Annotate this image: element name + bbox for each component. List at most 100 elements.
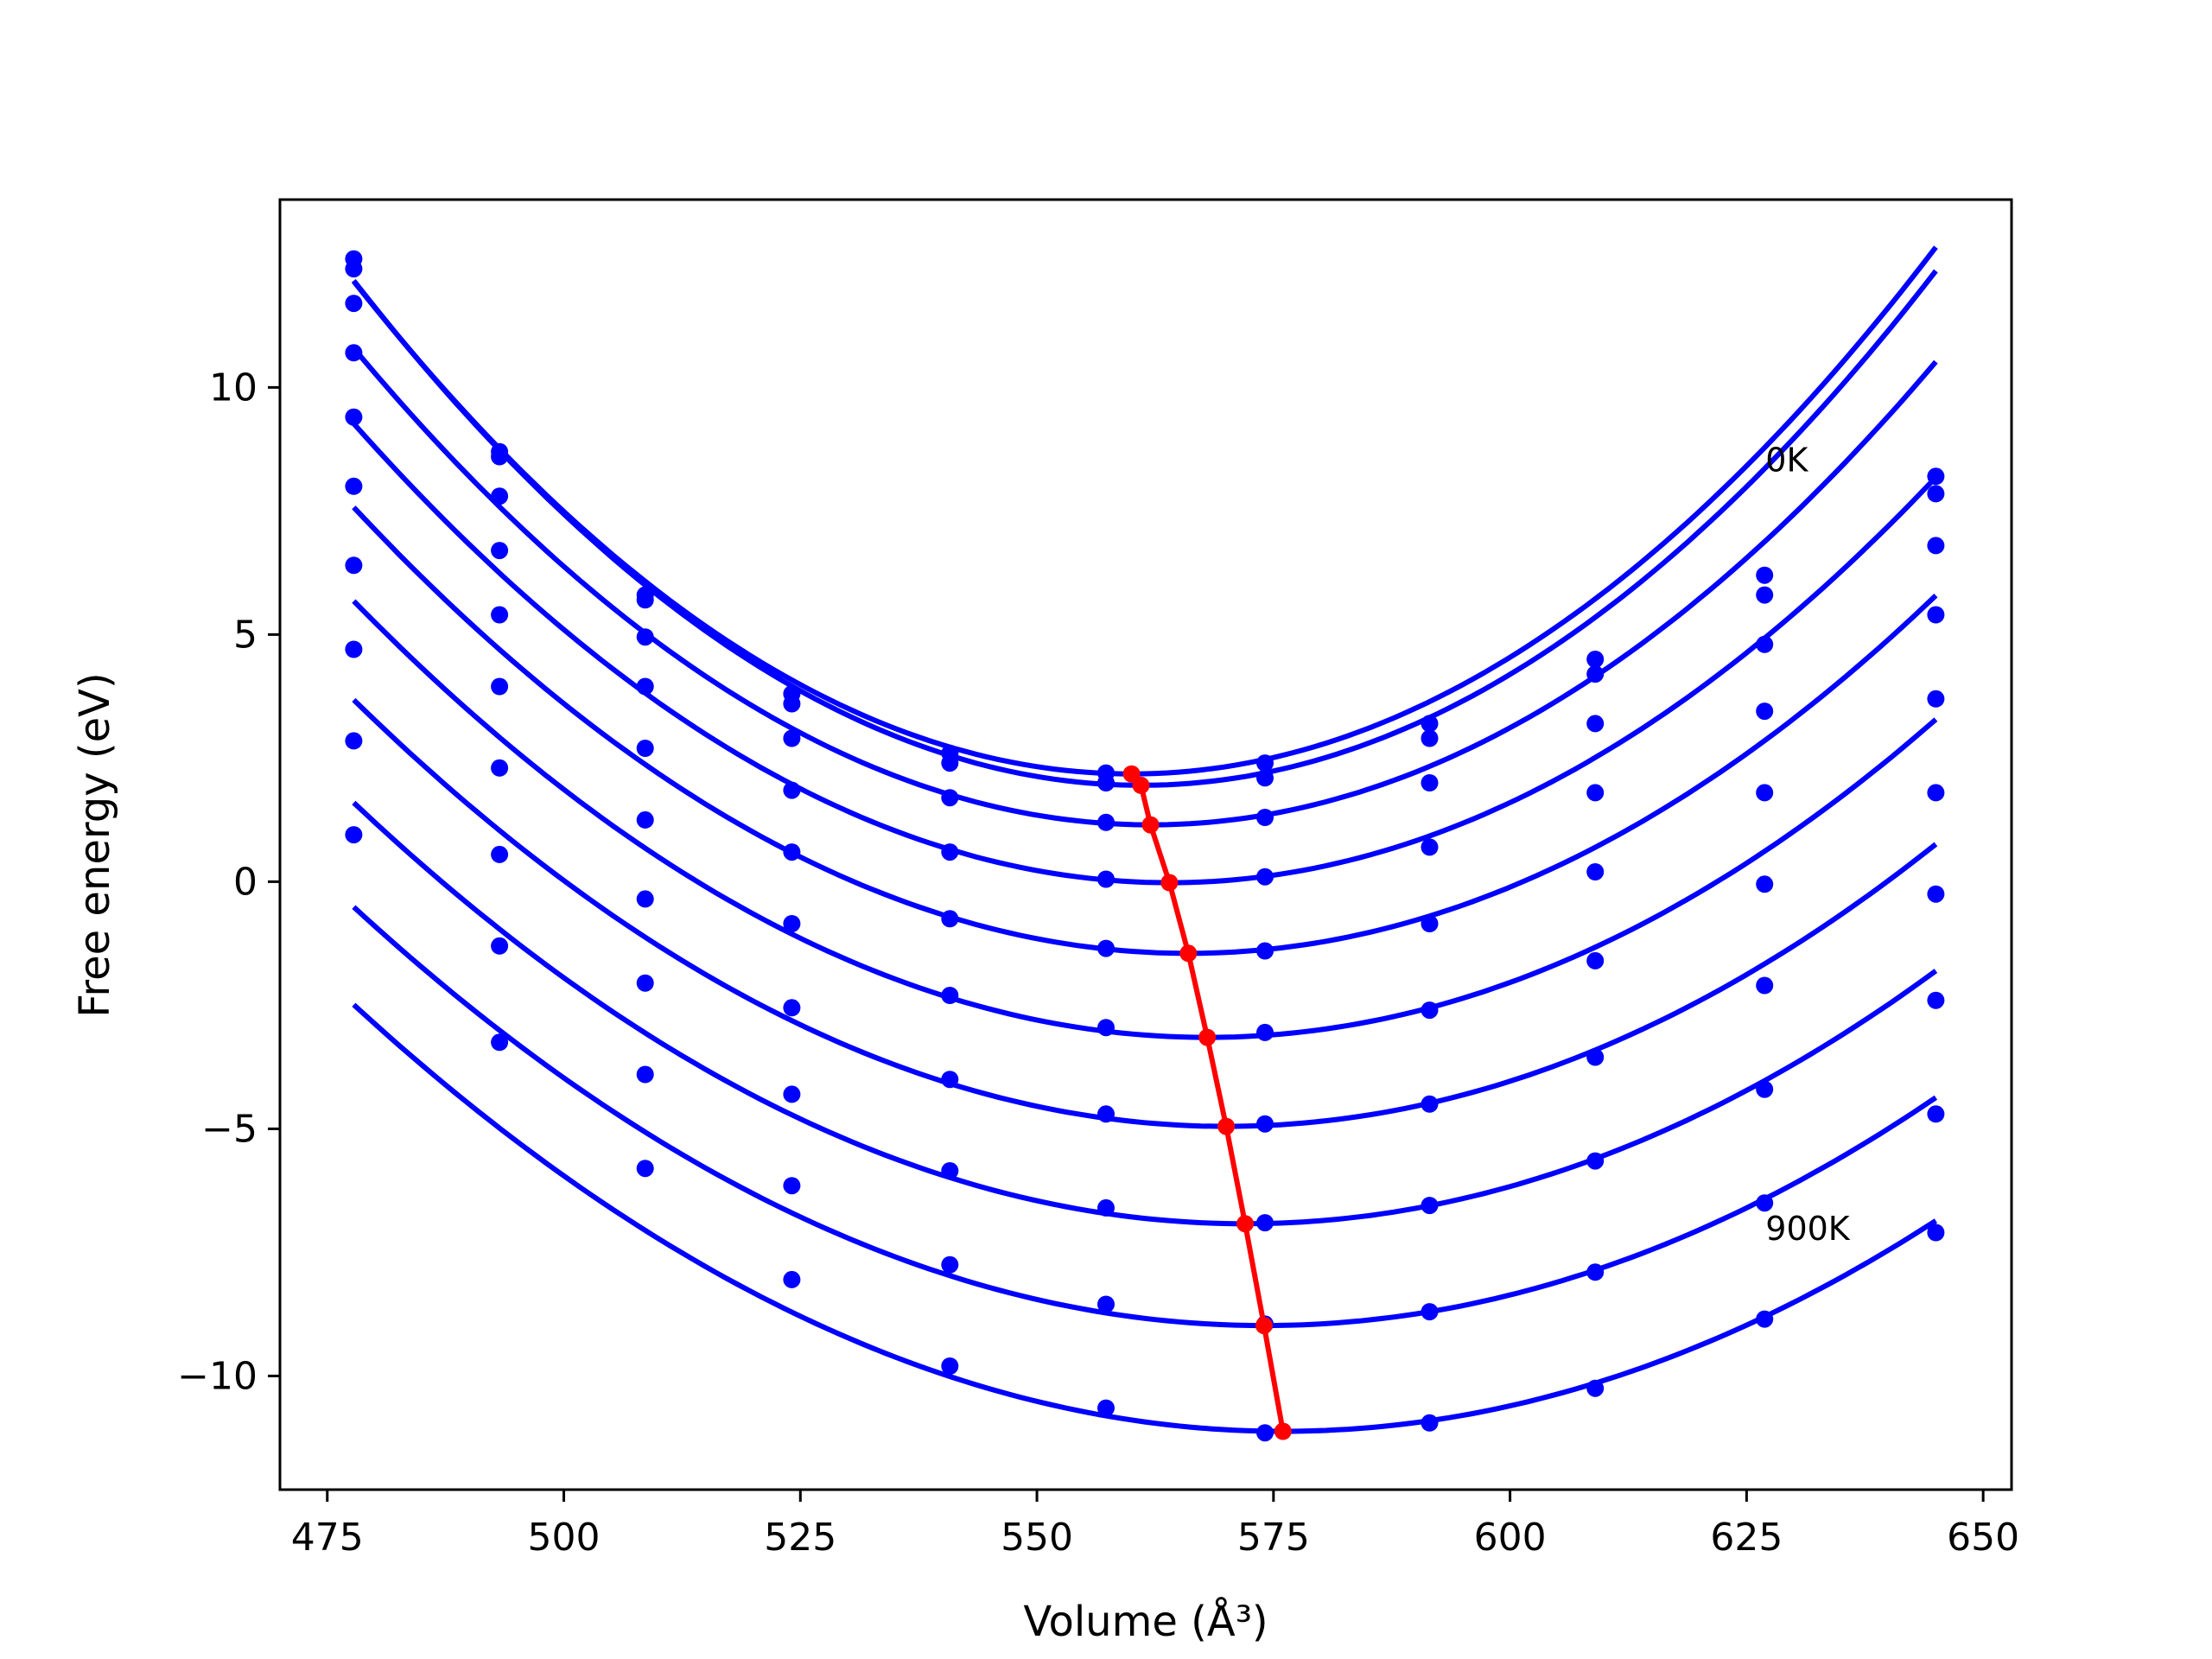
series-8-point-9 (1756, 1194, 1774, 1212)
series-9-point-1 (491, 1033, 509, 1052)
y-tick-label-1: −5 (201, 1107, 257, 1151)
series-5-point-9 (1756, 875, 1774, 893)
series-0-point-8 (1586, 651, 1605, 668)
series-3-point-3 (783, 781, 801, 799)
series-4-point-1 (491, 606, 509, 624)
series-3-point-0 (345, 344, 363, 362)
series-5 (345, 477, 1945, 1041)
series-6 (345, 556, 1945, 1133)
series-9-point-7 (1421, 1414, 1439, 1432)
equilibrium-point-3 (1160, 874, 1179, 892)
series-7 (345, 640, 1945, 1232)
series-9-point-2 (636, 1160, 654, 1178)
series-0-point-6 (1256, 754, 1274, 772)
series-4-point-6 (1256, 942, 1274, 960)
series-2-point-6 (1256, 809, 1274, 826)
series-9-point-0 (345, 826, 363, 844)
x-axis: 475 500 525 550 575 600 625 650 (291, 1490, 2019, 1560)
series-7-point-1 (491, 845, 509, 863)
y-tick-label-0: −10 (177, 1354, 257, 1398)
x-tick-label-5: 600 (1474, 1516, 1547, 1560)
series-5-point-7 (1421, 1001, 1439, 1020)
series-9-point-5 (1097, 1399, 1115, 1417)
series-4-point-0 (345, 408, 363, 426)
series-9-point-3 (783, 1270, 801, 1288)
y-tick-label-4: 10 (209, 365, 257, 410)
series-8-fit-line (352, 905, 1938, 1329)
series-7-fit-line (352, 800, 1938, 1227)
annotations: 0K 900K (1765, 442, 1851, 1249)
series-8-point-5 (1097, 1295, 1115, 1313)
series-5-point-5 (1097, 1019, 1115, 1037)
series-1-point-7 (1421, 729, 1439, 747)
series-9-point-9 (1756, 1310, 1774, 1328)
x-tick-label-7: 650 (1947, 1516, 2019, 1560)
plot-area (345, 245, 1945, 1442)
series-4-point-10 (1927, 690, 1945, 708)
series-5-point-6 (1256, 1023, 1274, 1041)
series-5-point-2 (636, 810, 654, 829)
series-1-point-9 (1756, 586, 1774, 604)
equilibrium-point-7 (1236, 1215, 1254, 1233)
series-9-point-4 (941, 1357, 959, 1375)
series-4-point-7 (1421, 915, 1439, 932)
series-5-point-3 (783, 915, 801, 932)
equilibrium-point-6 (1217, 1117, 1236, 1135)
series-7-point-0 (345, 640, 363, 658)
series-6-point-4 (941, 1071, 959, 1089)
plot-frame (278, 198, 2013, 1491)
equilibrium-point-5 (1198, 1028, 1217, 1046)
series-8-point-2 (636, 1065, 654, 1084)
x-tick-label-3: 550 (1001, 1516, 1073, 1560)
series-7-point-6 (1256, 1214, 1274, 1232)
series-6-point-9 (1756, 976, 1774, 995)
series-4-point-8 (1586, 863, 1605, 880)
series-8-point-10 (1927, 1105, 1945, 1123)
series-6-point-10 (1927, 885, 1945, 903)
annotation-1: 900K (1765, 1210, 1851, 1248)
series-5-point-10 (1927, 784, 1945, 802)
series-4-fit-line (352, 505, 1938, 957)
series-2-point-5 (1097, 813, 1115, 831)
y-tick-label-2: 0 (233, 860, 257, 904)
series-6-point-5 (1097, 1105, 1115, 1123)
x-tick-label-4: 575 (1237, 1516, 1310, 1560)
x-axis-label: Volume (Å³) (1023, 1597, 1268, 1646)
series-7-point-7 (1421, 1197, 1439, 1215)
series-3-point-8 (1586, 784, 1605, 802)
series-8-point-0 (345, 732, 363, 750)
series-9-point-10 (1927, 1224, 1945, 1242)
series-3 (345, 344, 1945, 888)
series-1-point-1 (491, 448, 509, 466)
series-4-point-9 (1756, 784, 1774, 802)
series-3-point-5 (1097, 870, 1115, 888)
series-1-point-5 (1097, 774, 1115, 791)
series-6-point-6 (1256, 1115, 1274, 1133)
series-2-point-3 (783, 729, 801, 747)
equilibrium-point-0 (1122, 765, 1141, 783)
series-3-point-1 (491, 542, 509, 560)
series-8-point-3 (783, 1177, 801, 1195)
series-0-point-9 (1756, 566, 1774, 584)
series-9-point-8 (1586, 1379, 1605, 1397)
series-8-point-4 (941, 1255, 959, 1274)
series-9 (345, 826, 1945, 1442)
equilibrium-series (1122, 765, 1292, 1440)
series-5-fit-line (352, 599, 1938, 1040)
series-7-point-10 (1927, 991, 1945, 1009)
series-2-point-1 (491, 487, 509, 505)
series-6-point-0 (345, 556, 363, 575)
series-4-point-4 (941, 910, 959, 928)
x-tick-label-2: 525 (764, 1516, 836, 1560)
series-1-point-4 (941, 754, 959, 772)
series-2-point-0 (345, 295, 363, 313)
series-7-point-9 (1756, 1080, 1774, 1098)
equilibrium-point-1 (1132, 776, 1150, 794)
series-6-point-1 (491, 759, 509, 777)
series-1-point-2 (636, 591, 654, 609)
series-3-point-4 (941, 843, 959, 861)
series-6-point-7 (1421, 1095, 1439, 1113)
series-7-point-5 (1097, 1198, 1115, 1217)
annotation-0: 0K (1765, 442, 1808, 480)
